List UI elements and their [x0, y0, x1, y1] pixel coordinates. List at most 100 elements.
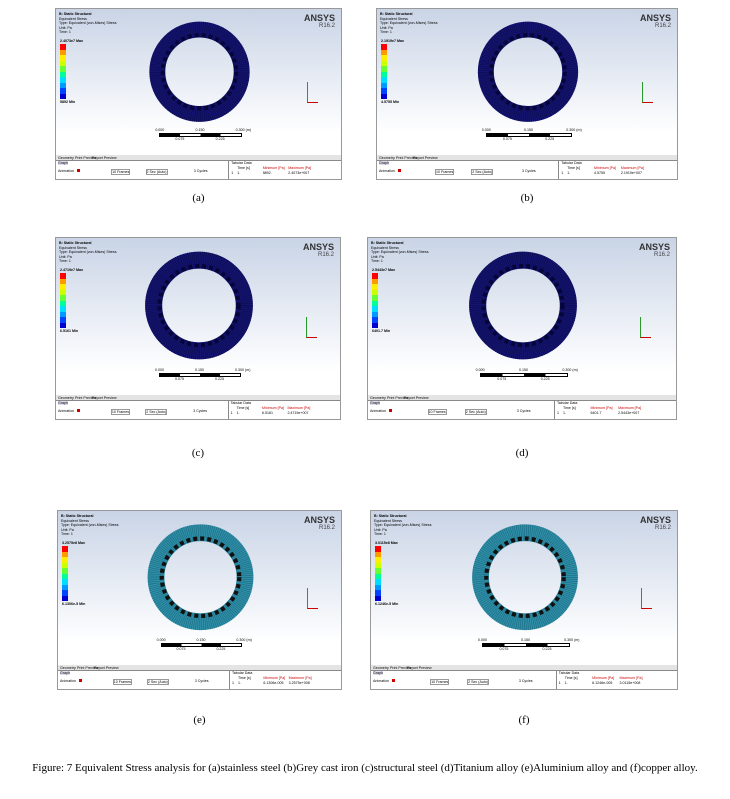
row-index: 1	[557, 411, 559, 415]
tab: Geometry	[373, 665, 389, 670]
frames: 10 Frames	[434, 169, 455, 175]
result-header: Type: Equivalent (von-Mises) Stress	[374, 523, 432, 527]
result-header: Time: 1	[380, 30, 392, 34]
legend-swatch	[372, 295, 378, 301]
legend-swatch	[60, 71, 66, 77]
version: R16.2	[317, 252, 334, 258]
viewport: B: Static Structural Equivalent Stress Typ…	[377, 9, 677, 155]
legend-swatch	[372, 317, 378, 323]
ansys-screenshot: B: Static Structural Equivalent Stress Typ…	[367, 237, 677, 420]
tab: Print Preview	[77, 665, 99, 670]
viewport: B: Static Structural Equivalent Stress Typ…	[371, 511, 677, 665]
scale-label: 0.000	[477, 638, 487, 642]
scale-label: 0.300 (m)	[566, 128, 582, 132]
bolt-holes	[489, 33, 567, 111]
min-cell: 6401.7	[590, 411, 602, 415]
legend-swatch	[372, 322, 378, 328]
version: R16.2	[318, 23, 335, 29]
frames: 10 Frames	[112, 679, 132, 685]
play-button	[79, 679, 82, 682]
tabular-panel: Tabular Data Time [s] Minimum [Pa] Maximum …	[229, 161, 341, 179]
legend-swatch	[60, 306, 66, 312]
result-header: Equivalent Stress	[59, 16, 87, 21]
animation-label: Animation	[60, 679, 76, 683]
legend-swatch	[375, 590, 381, 596]
legend-swatch	[60, 77, 66, 83]
tabular-panel: Tabular Data Time [s] Minimum [Pa] Maximum …	[228, 401, 340, 419]
animation-label: Animation	[58, 409, 74, 413]
graph-title: Graph	[370, 401, 380, 405]
legend-swatch	[375, 579, 381, 585]
max-cell: 3.2575e+008	[288, 681, 310, 685]
column-header: Maximum [Pa]	[618, 406, 642, 410]
tabular-title: Tabular Data	[232, 671, 253, 675]
scale-label: 0.075	[497, 377, 507, 381]
legend-swatch	[381, 55, 387, 61]
legend-swatch	[62, 590, 68, 596]
scale-bar	[160, 643, 243, 647]
duration: 2 Sec (Auto)	[145, 409, 168, 415]
mesh	[149, 21, 250, 122]
animation-label: Animation	[370, 409, 386, 413]
tab: Geometry	[379, 155, 395, 160]
scale-label: 0.225	[545, 137, 555, 141]
ansys-screenshot: B: Static Structural Equivalent Stress Typ…	[55, 8, 342, 180]
legend-swatch	[60, 322, 66, 328]
brand: ANSYS	[303, 515, 335, 525]
tab-row: Geometry Print Preview Report Preview	[56, 155, 341, 161]
model-view	[472, 524, 578, 631]
duration: 2 Sec (Auto)	[146, 679, 169, 685]
legend-min: 6.1246e-5 Min	[375, 602, 399, 606]
scale-label: 0.000	[155, 128, 165, 132]
tab: Geometry	[58, 155, 74, 160]
result-header: Unit: Pa	[371, 254, 384, 259]
scale-label: 0.225	[216, 647, 226, 651]
scale-label: 0.150	[195, 128, 205, 132]
legend-min: 6.1306e-5 Min	[62, 602, 86, 606]
result-header: B: Static Structural	[61, 514, 94, 518]
column-header: Maximum [Pa]	[288, 166, 312, 170]
scale-label: 0.300 (m)	[564, 638, 580, 642]
max-cell: 2.5443e+007	[618, 411, 640, 415]
graph-panel: Graph Animation 10 Frames 2 Sec (Auto) 3 Cyc…	[371, 671, 557, 689]
frames: 10 Frames	[430, 679, 450, 685]
play-button	[77, 169, 80, 172]
legend-swatch	[381, 49, 387, 55]
legend-min: 5892 Min	[60, 100, 76, 104]
legend-swatch	[381, 60, 387, 66]
tab-row: Geometry Print Preview Report Preview	[371, 665, 677, 671]
tab: Geometry	[60, 665, 76, 670]
legend-swatch	[375, 551, 381, 557]
time-cell: 1.	[237, 171, 241, 175]
result-header: Unit: Pa	[59, 25, 72, 30]
column-header: Maximum [Pa]	[288, 676, 312, 680]
ansys-screenshot: B: Static Structural Equivalent Stress Typ…	[376, 8, 678, 180]
column-header: Time [s]	[237, 166, 250, 170]
cycles: 3 Cycles	[521, 169, 536, 173]
version: R16.2	[654, 525, 671, 531]
legend-swatch	[60, 93, 66, 99]
result-header: Time: 1	[61, 532, 73, 536]
legend-swatch	[375, 546, 381, 552]
column-header: Minimum [Pa]	[592, 676, 615, 680]
scale-label: 0.000	[475, 368, 485, 372]
graph-panel: Graph Animation 10 Frames 2 Sec (Auto) 3 Cyc…	[368, 401, 555, 419]
legend-swatch	[372, 300, 378, 306]
column-header: Maximum [Pa]	[287, 406, 311, 410]
tab: Report Preview	[404, 395, 429, 400]
legend-max: 2.1919e7 Max	[381, 39, 404, 43]
bolt-holes	[157, 263, 241, 348]
version: R16.2	[653, 252, 670, 258]
tabular-title: Tabular Data	[558, 671, 580, 675]
column-header: Maximum [Pa]	[619, 676, 643, 680]
panel-label: (c)	[191, 447, 205, 459]
result-header: Equivalent Stress	[374, 518, 402, 523]
graph-panel: Graph Animation 10 Frames 2 Sec (Auto) 3 Cyc…	[56, 401, 229, 419]
legend-swatch	[381, 77, 387, 83]
model-view	[469, 251, 577, 360]
animation-label: Animation	[58, 169, 74, 173]
tabular-panel: Tabular Data Time [s] Minimum [Pa] Maximum …	[230, 671, 341, 689]
row-index: 1	[561, 171, 564, 175]
result-header: Time: 1	[374, 532, 386, 536]
